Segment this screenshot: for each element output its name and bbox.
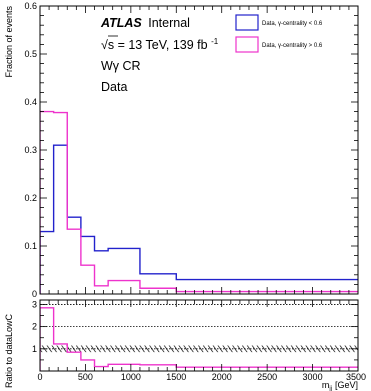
ratio-x-axis: 0 500 1000 1500 2000 2500 3000 3500	[37, 300, 366, 382]
legend-label-low-centrality: Data, γ-centrality < 0.6	[262, 21, 323, 27]
ratio-series-0	[40, 307, 358, 371]
atlas-label: ATLAS Internal	[100, 16, 190, 30]
y-tick-label: 0.6	[24, 1, 37, 11]
sample-label: Data	[101, 80, 127, 94]
legend-swatch-high-centrality	[235, 36, 259, 53]
y-tick-label: 0	[32, 289, 37, 299]
legend: Data, γ-centrality < 0.6 Data, γ-central…	[235, 14, 323, 53]
main-x-ticks	[39, 6, 359, 294]
main-panel: 0 0.1 0.2 0.3 0.4 0.5 0.6 Fraction of events A…	[4, 1, 359, 299]
energy-lumi-label: √s = 13 TeV, 139 fb -1	[101, 37, 219, 52]
ratio-panel: 1 2 3 0 500 1000 1500 2000 2500 3000 3500 Ratio t…	[4, 299, 366, 391]
x-tick-label: 2000	[212, 372, 232, 382]
histogram-series-1	[40, 110, 358, 294]
x-tick-label: 3500	[346, 372, 366, 382]
histogram-series-0	[40, 144, 358, 294]
main-y-axis-label: Fraction of events	[4, 6, 14, 78]
legend-label-high-centrality: Data, γ-centrality > 0.6	[262, 43, 323, 49]
main-histograms	[40, 110, 358, 294]
x-tick-label: 1000	[121, 372, 141, 382]
atlas-logo-text: ATLAS	[100, 16, 142, 30]
x-tick-label: 500	[78, 372, 93, 382]
ratio-plot-frame	[39, 299, 359, 372]
x-tick-label: 0	[37, 372, 42, 382]
y-tick-label: 0.1	[24, 241, 37, 251]
ratio-content	[40, 304, 358, 371]
legend-entry-low-centrality: Data, γ-centrality < 0.6	[235, 14, 323, 31]
lumi-exponent: -1	[211, 37, 219, 46]
ratio-y-tick-label: 3	[32, 299, 37, 309]
y-tick-label: 0.2	[24, 193, 37, 203]
x-axis-label-unit: [GeV]	[335, 380, 358, 390]
x-tick-label: 3000	[303, 372, 323, 382]
ratio-y-axis-label: Ratio to dataLowC	[4, 313, 14, 388]
ratio-x-axis-label: mjj [GeV]	[322, 380, 358, 391]
x-axis-label-var: m	[322, 380, 330, 390]
ratio-y-tick-label: 2	[32, 322, 37, 332]
legend-entry-high-centrality: Data, γ-centrality > 0.6	[235, 36, 323, 53]
atlas-status-text: Internal	[148, 16, 190, 30]
legend-swatch-low-centrality	[235, 14, 259, 31]
ratio-y-tick-label: 1	[32, 344, 37, 354]
y-tick-label: 0.3	[24, 145, 37, 155]
y-tick-label: 0.5	[24, 49, 37, 59]
main-y-axis: 0 0.1 0.2 0.3 0.4 0.5 0.6	[24, 1, 358, 299]
region-label: Wγ CR	[101, 59, 141, 73]
x-axis-label-sub: jj	[328, 386, 332, 391]
energy-lumi-text: √s = 13 TeV, 139 fb	[101, 38, 208, 52]
ratio-y-axis: 1 2 3	[32, 299, 358, 361]
x-tick-label: 2500	[257, 372, 277, 382]
x-tick-label: 1500	[166, 372, 186, 382]
y-tick-label: 0.4	[24, 97, 37, 107]
